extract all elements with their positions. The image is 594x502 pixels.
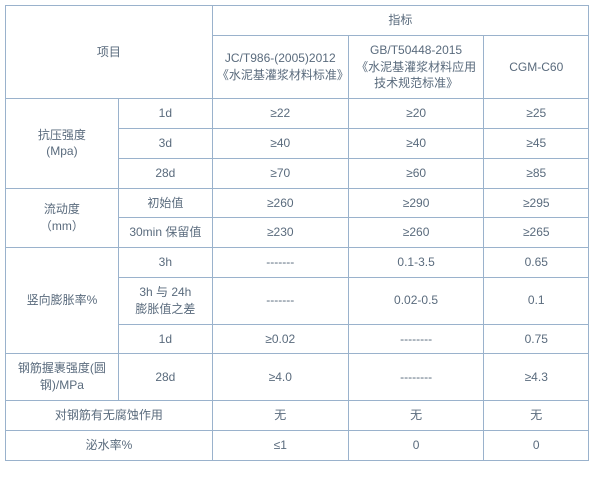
header-indicator: 指标 — [212, 6, 588, 36]
cell: ≥40 — [348, 128, 484, 158]
cell: ≤1 — [212, 430, 348, 460]
cell: ≥70 — [212, 158, 348, 188]
cell: ≥4.0 — [212, 354, 348, 401]
header-gb: GB/T50448-2015《水泥基灌浆材料应用技术规范标准》 — [348, 35, 484, 98]
cell: ≥260 — [212, 188, 348, 218]
cell: ≥45 — [484, 128, 589, 158]
cell: 0.75 — [484, 324, 589, 354]
cell: ≥4.3 — [484, 354, 589, 401]
cell: ≥22 — [212, 99, 348, 129]
cell: ≥25 — [484, 99, 589, 129]
label-initial: 初始值 — [118, 188, 212, 218]
label-1d: 1d — [118, 99, 212, 129]
group-rebar-grip: 钢筋握裹强度(圆钢)/MPa — [6, 354, 119, 401]
cell: 无 — [484, 400, 589, 430]
spec-table: 项目 指标 JC/T986-(2005)2012《水泥基灌浆材料标准》 GB/T… — [5, 5, 589, 461]
cell: ------- — [212, 248, 348, 278]
label-3h: 3h — [118, 248, 212, 278]
cell: ------- — [212, 277, 348, 324]
header-project: 项目 — [6, 6, 213, 99]
header-jc: JC/T986-(2005)2012《水泥基灌浆材料标准》 — [212, 35, 348, 98]
group-bleed: 泌水率% — [6, 430, 213, 460]
cell: 无 — [348, 400, 484, 430]
cell: ≥260 — [348, 218, 484, 248]
group-corrosion: 对钢筋有无腐蚀作用 — [6, 400, 213, 430]
label-diff: 3h 与 24h膨胀值之差 — [118, 277, 212, 324]
cell: ≥40 — [212, 128, 348, 158]
cell: -------- — [348, 324, 484, 354]
cell: ≥265 — [484, 218, 589, 248]
cell: 0 — [348, 430, 484, 460]
group-compressive: 抗压强度(Mpa) — [6, 99, 119, 188]
cell: 0.65 — [484, 248, 589, 278]
cell: ≥60 — [348, 158, 484, 188]
label-28d: 28d — [118, 158, 212, 188]
cell: 0 — [484, 430, 589, 460]
cell: ≥85 — [484, 158, 589, 188]
cell: ≥0.02 — [212, 324, 348, 354]
cell: 0.1 — [484, 277, 589, 324]
cell: ≥290 — [348, 188, 484, 218]
group-expansion: 竖向膨胀率% — [6, 248, 119, 354]
header-cgm: CGM-C60 — [484, 35, 589, 98]
label-retain30: 30min 保留值 — [118, 218, 212, 248]
group-fluidity: 流动度（mm） — [6, 188, 119, 248]
label-3d: 3d — [118, 128, 212, 158]
cell: 0.1-3.5 — [348, 248, 484, 278]
label-1d-exp: 1d — [118, 324, 212, 354]
cell: ≥295 — [484, 188, 589, 218]
label-28d-rg: 28d — [118, 354, 212, 401]
cell: 0.02-0.5 — [348, 277, 484, 324]
cell: ≥230 — [212, 218, 348, 248]
cell: -------- — [348, 354, 484, 401]
cell: ≥20 — [348, 99, 484, 129]
cell: 无 — [212, 400, 348, 430]
